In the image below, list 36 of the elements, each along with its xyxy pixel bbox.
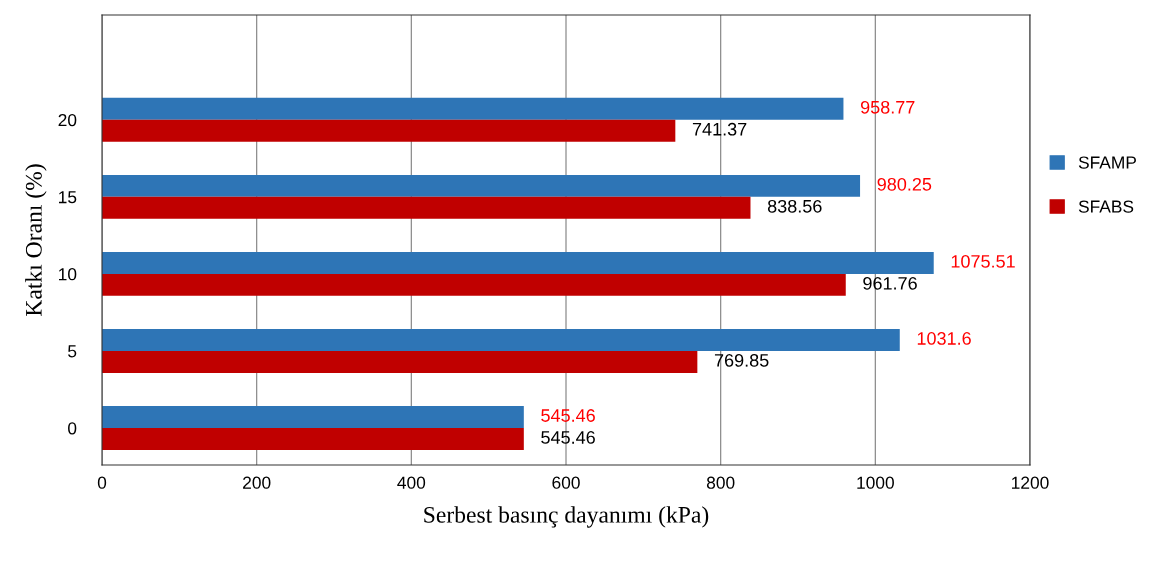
- x-axis-title: Serbest basınç dayanımı (kPa): [424, 506, 709, 528]
- y-tick-label: 15: [59, 191, 77, 204]
- data-label: 958.77: [860, 100, 915, 114]
- data-label: 1031.6: [917, 332, 971, 345]
- bar: [102, 329, 900, 351]
- data-label: 741.37: [692, 122, 747, 136]
- x-tick-label: 1200: [1012, 476, 1049, 489]
- bar: [102, 251, 934, 274]
- x-tick-label: 800: [706, 476, 735, 489]
- data-label: 545.46: [541, 409, 595, 422]
- bar: [102, 119, 676, 142]
- data-label: 961.76: [863, 276, 917, 290]
- y-tick-label: 10: [59, 268, 77, 281]
- y-axis-title: Katkı Oranı (%): [25, 164, 47, 317]
- x-tick-label: 600: [552, 476, 580, 489]
- bar: [102, 350, 698, 373]
- x-tick-label: 0: [97, 476, 107, 489]
- data-label: 545.46: [541, 431, 595, 444]
- x-tick-label: 1000: [857, 476, 894, 489]
- bar: [102, 273, 846, 296]
- data-label: 1075.51: [951, 254, 1015, 268]
- y-tick-label: 5: [68, 345, 77, 358]
- data-label: 769.85: [714, 354, 769, 367]
- y-tick-label: 0: [68, 422, 77, 435]
- legend-label: SFABS: [1078, 200, 1134, 213]
- bar: [102, 174, 861, 197]
- x-tick-label: 400: [397, 476, 426, 489]
- bar: [102, 196, 751, 219]
- bar: [102, 428, 524, 450]
- legend-label: SFAMP: [1078, 156, 1136, 169]
- data-label: 838.56: [767, 199, 822, 213]
- data-label: 980.25: [877, 177, 932, 191]
- bar: [102, 406, 524, 429]
- x-tick-label: 200: [243, 476, 271, 489]
- bar: [102, 97, 844, 120]
- y-tick-label: 20: [58, 113, 77, 127]
